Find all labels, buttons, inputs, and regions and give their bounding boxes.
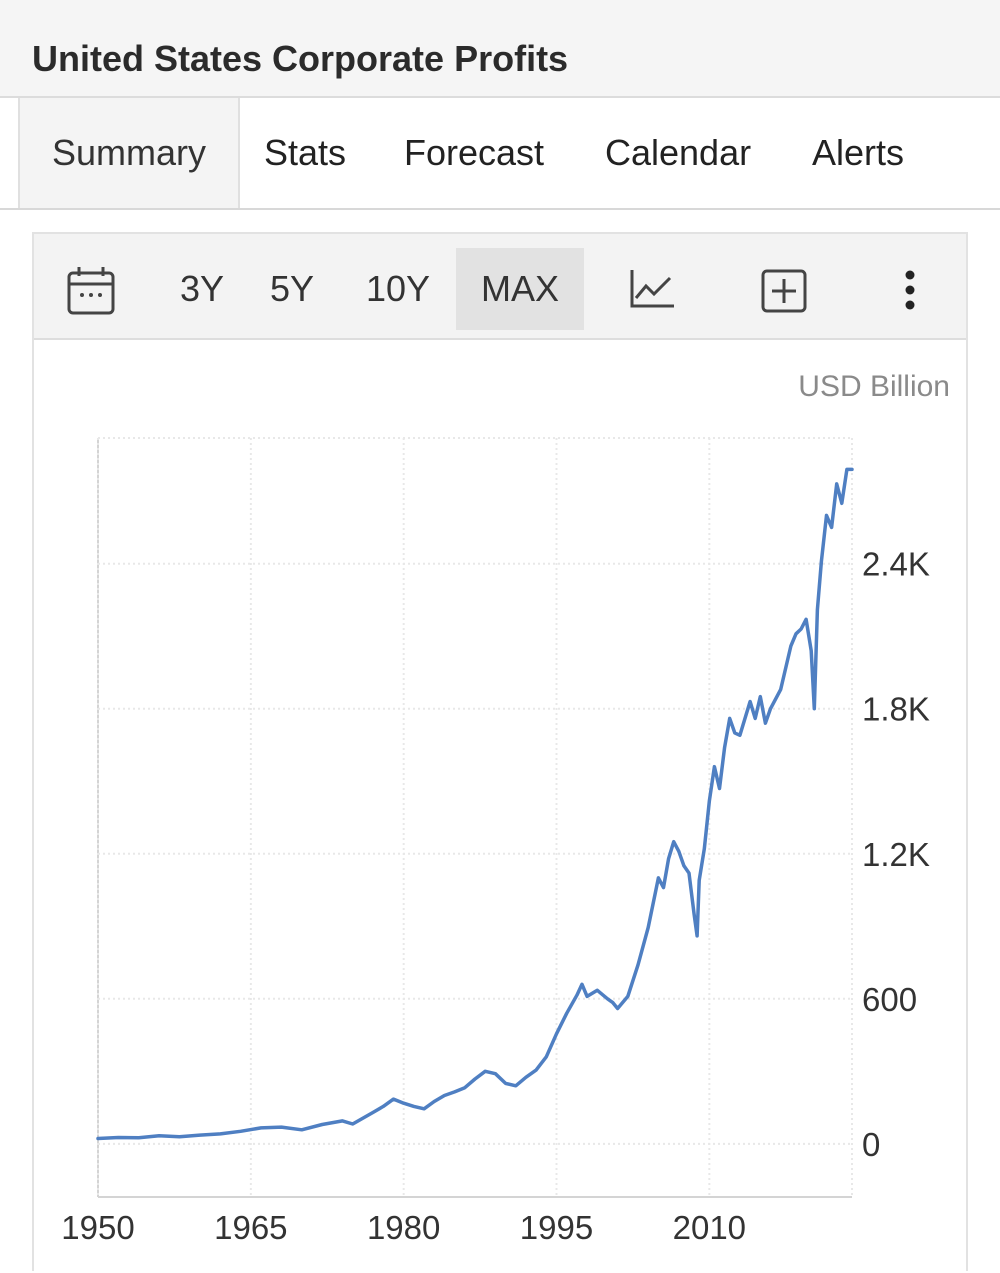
x-tick-label: 1980 [367, 1209, 440, 1246]
y-tick-label: 1.8K [862, 691, 930, 728]
more-vertical-icon[interactable] [904, 270, 916, 315]
tab-bar: Summary Stats Forecast Calendar Alerts [0, 98, 1000, 210]
y-tick-label: 0 [862, 1126, 880, 1163]
x-tick-label: 1995 [520, 1209, 593, 1246]
range-10y-button[interactable]: 10Y [365, 268, 431, 309]
y-tick-label: 1.2K [862, 836, 930, 873]
x-tick-label: 1950 [61, 1209, 134, 1246]
series-line [96, 467, 854, 1141]
unit-label: USD Billion [798, 370, 950, 403]
page-title: United States Corporate Profits [32, 38, 569, 79]
chart-toolbar: 3Y 5Y 10Y MAX [34, 234, 966, 340]
y-tick-label: 2.4K [862, 546, 930, 583]
add-box-icon[interactable] [760, 268, 808, 319]
tab-stats[interactable]: Stats [264, 132, 347, 173]
y-tick-label: 600 [862, 981, 917, 1018]
range-max-button[interactable]: MAX [456, 248, 584, 330]
range-5y-button[interactable]: 5Y [269, 268, 315, 309]
tab-summary[interactable]: Summary [18, 98, 240, 208]
tab-forecast[interactable]: Forecast [404, 132, 545, 173]
range-3y-button[interactable]: 3Y [179, 268, 225, 309]
chart-card: 3Y 5Y 10Y MAX USD Billion 0 600 1.2K 1 [32, 232, 968, 1271]
line-chart: 0 600 1.2K 1.8K 2.4K 1950 1965 1980 1995 2010 [61, 437, 930, 1246]
x-tick-label: 1965 [214, 1209, 287, 1246]
tab-calendar[interactable]: Calendar [605, 132, 752, 173]
title-bar: United States Corporate Profits [0, 0, 1000, 98]
calendar-icon[interactable] [66, 264, 116, 321]
x-tick-label: 2010 [673, 1209, 746, 1246]
line-chart-icon[interactable] [628, 268, 676, 315]
tab-alerts[interactable]: Alerts [812, 132, 905, 173]
